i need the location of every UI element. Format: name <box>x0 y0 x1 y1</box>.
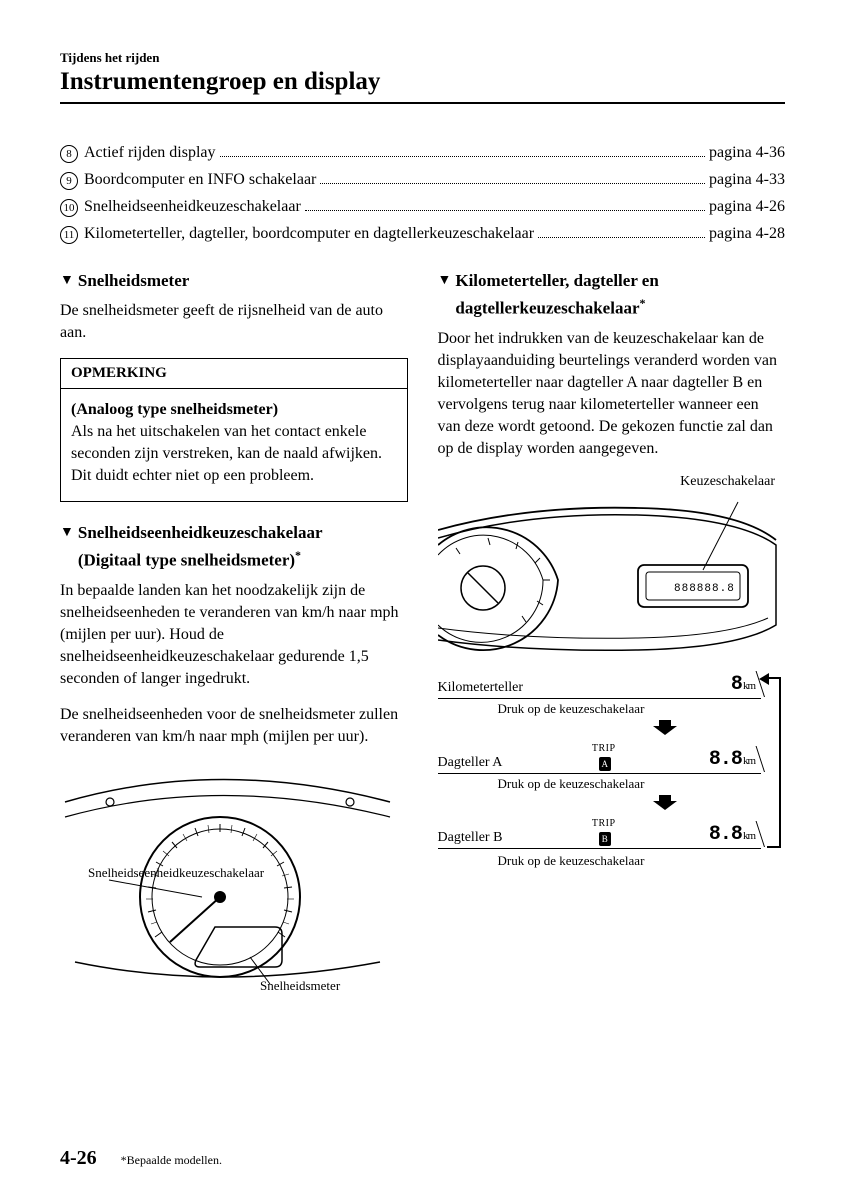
toc-label: Boordcomputer en INFO schakelaar <box>84 171 316 189</box>
toc-page: pagina 4-28 <box>709 225 785 243</box>
note-bold: (Analoog type snelheidsmeter) <box>71 401 278 418</box>
flow-label: Kilometerteller <box>438 680 543 696</box>
trip-indicator: TRIP B <box>543 815 666 846</box>
asterisk-icon: * <box>295 548 301 562</box>
subheading-text: Kilometerteller, dagteller en dagtellerk… <box>455 270 658 320</box>
flow-number: 8 <box>731 673 742 696</box>
flow-value: 8.8km <box>665 823 755 846</box>
subheading-text: Snelheidseenheidkeuzeschakelaar (Digitaa… <box>78 522 323 572</box>
subheading-eenheid: ▼ Snelheidseenheidkeuzeschakelaar (Digit… <box>60 522 408 572</box>
toc-item: 11 Kilometerteller, dagteller, boordcomp… <box>60 225 785 244</box>
figure-cluster: 888888.8 <box>438 500 786 655</box>
figure-speedometer: Snelheidseenheidkeuzeschakelaar Snelheid… <box>60 762 408 992</box>
paragraph: Door het indrukken van de keuzeschakelaa… <box>438 328 786 460</box>
toc-page: pagina 4-33 <box>709 171 785 189</box>
flow-label: Dagteller B <box>438 830 543 846</box>
flow-value: 8.8km <box>665 748 755 771</box>
toc-label: Kilometerteller, dagteller, boordcompute… <box>84 225 534 243</box>
toc-number: 8 <box>60 145 78 163</box>
fig-label-speedo: Snelheidsmeter <box>260 978 341 992</box>
flow-number: 8.8 <box>709 748 742 771</box>
flow-unit: km <box>743 680 755 692</box>
toc-item: 10 Snelheidseenheidkeuzeschakelaar pagin… <box>60 198 785 217</box>
flow-press-label: Druk op de keuzeschakelaar <box>438 701 762 716</box>
fig-label-switch: Snelheidseenheidkeuzeschakelaar <box>88 865 265 880</box>
note-title: OPMERKING <box>61 359 407 389</box>
triangle-icon: ▼ <box>60 522 74 544</box>
toc-item: 8 Actief rijden display pagina 4-36 <box>60 144 785 163</box>
note-text: Als na het uitschakelen van het contact … <box>71 423 382 484</box>
toc-leader <box>305 210 705 211</box>
flow-value: 8km <box>665 673 755 696</box>
trip-badge-b: B <box>599 832 611 846</box>
flow-label: Dagteller A <box>438 755 543 771</box>
toc-leader <box>320 183 705 184</box>
subheading-snelheidsmeter: ▼ Snelheidsmeter <box>60 270 408 292</box>
toc-page: pagina 4-26 <box>709 198 785 216</box>
toc-leader <box>220 156 706 157</box>
toc-item: 9 Boordcomputer en INFO schakelaar pagin… <box>60 171 785 190</box>
toc-leader <box>538 237 705 238</box>
right-column: ▼ Kilometerteller, dagteller en dagtelle… <box>438 264 786 992</box>
section-label: Tijdens het rijden <box>60 50 785 66</box>
flow-row-tripb: Dagteller B TRIP B 8.8km <box>438 813 762 849</box>
triangle-icon: ▼ <box>60 270 74 292</box>
flow-unit: km <box>743 830 755 842</box>
trip-indicator: TRIP A <box>543 740 666 771</box>
cluster-svg: 888888.8 <box>438 500 778 655</box>
subheading-line1: Kilometerteller, dagteller en <box>455 271 658 290</box>
down-arrow-icon <box>438 793 762 813</box>
flow-row-tripa: Dagteller A TRIP A 8.8km <box>438 738 762 774</box>
toc-number: 11 <box>60 226 78 244</box>
fig-label-keuzeschakelaar: Keuzeschakelaar <box>438 474 786 490</box>
asterisk-icon: * <box>640 296 646 310</box>
toc-number: 10 <box>60 199 78 217</box>
subheading-line1: Snelheidseenheidkeuzeschakelaar <box>78 523 323 542</box>
page-footer: 4-26 *Bepaalde modellen. <box>60 1147 222 1170</box>
toc-number: 9 <box>60 172 78 190</box>
subheading-line2: dagtellerkeuzeschakelaar <box>455 299 639 318</box>
flow-unit: km <box>743 755 755 767</box>
lcd-display-value: 888888.8 <box>674 583 735 595</box>
subheading-kilometerteller: ▼ Kilometerteller, dagteller en dagtelle… <box>438 270 786 320</box>
paragraph: De snelheidseenheden voor de snelheidsme… <box>60 704 408 748</box>
footnote: *Bepaalde modellen. <box>121 1153 222 1168</box>
page-number: 4-26 <box>60 1147 97 1170</box>
trip-badge-a: A <box>599 757 612 771</box>
triangle-icon: ▼ <box>438 270 452 292</box>
flow-diagram: Kilometerteller 8km Druk op de keuzescha… <box>438 669 786 868</box>
paragraph: De snelheidsmeter geeft de rijsnelheid v… <box>60 300 408 344</box>
toc-list: 8 Actief rijden display pagina 4-36 9 Bo… <box>60 144 785 244</box>
subheading-text: Snelheidsmeter <box>78 270 189 292</box>
note-body: (Analoog type snelheidsmeter) Als na het… <box>61 389 407 501</box>
flow-number: 8.8 <box>709 823 742 846</box>
speedometer-svg: Snelheidseenheidkeuzeschakelaar Snelheid… <box>60 762 400 992</box>
note-box: OPMERKING (Analoog type snelheidsmeter) … <box>60 358 408 502</box>
toc-label: Actief rijden display <box>84 144 216 162</box>
flow-row-odo: Kilometerteller 8km <box>438 669 762 699</box>
flow-press-label: Druk op de keuzeschakelaar <box>438 853 762 868</box>
page-title: Instrumentengroep en display <box>60 68 785 104</box>
subheading-line2: (Digitaal type snelheidsmeter) <box>78 551 295 570</box>
loop-line <box>767 677 781 848</box>
down-arrow-icon <box>438 718 762 738</box>
left-column: ▼ Snelheidsmeter De snelheidsmeter geeft… <box>60 264 408 992</box>
toc-page: pagina 4-36 <box>709 144 785 162</box>
paragraph: In bepaalde landen kan het noodzakelijk … <box>60 580 408 690</box>
flow-press-label: Druk op de keuzeschakelaar <box>438 776 762 791</box>
toc-label: Snelheidseenheidkeuzeschakelaar <box>84 198 301 216</box>
